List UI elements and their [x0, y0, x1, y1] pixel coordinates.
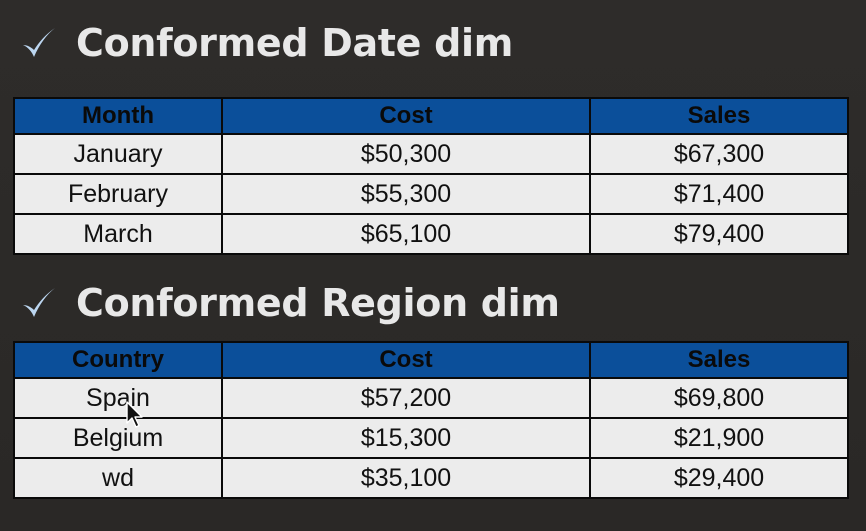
table-cell-cost: $15,300 [221, 417, 591, 459]
table-row: Belgium $15,300 $21,900 [13, 417, 849, 459]
table-cell-sales: $69,800 [589, 377, 849, 419]
table-cell-country: Spain [13, 377, 223, 419]
section-heading-date: Conformed Date dim [18, 18, 513, 68]
table-cell-sales: $71,400 [589, 173, 849, 215]
table-cell-sales: $67,300 [589, 133, 849, 175]
column-header-sales: Sales [589, 341, 849, 379]
table-cell-sales: $29,400 [589, 457, 849, 499]
column-header-cost: Cost [221, 97, 591, 135]
table-header-row: Month Cost Sales [13, 97, 849, 135]
table-row: Spain $57,200 $69,800 [13, 377, 849, 419]
table-row: January $50,300 $67,300 [13, 133, 849, 175]
column-header-month: Month [13, 97, 223, 135]
section-heading-region: Conformed Region dim [18, 278, 560, 328]
table-header-row: Country Cost Sales [13, 341, 849, 379]
table-cell-cost: $50,300 [221, 133, 591, 175]
checkmark-icon [18, 283, 60, 323]
mouse-cursor-icon [126, 401, 144, 429]
table-cell-cost: $55,300 [221, 173, 591, 215]
column-header-cost: Cost [221, 341, 591, 379]
table-cell-country: wd [13, 457, 223, 499]
table-cell-cost: $65,100 [221, 213, 591, 255]
table-row: March $65,100 $79,400 [13, 213, 849, 255]
section-title: Conformed Date dim [76, 21, 513, 65]
table-cell-month: February [13, 173, 223, 215]
table-cell-cost: $35,100 [221, 457, 591, 499]
table-cell-month: January [13, 133, 223, 175]
column-header-sales: Sales [589, 97, 849, 135]
table-cell-country: Belgium [13, 417, 223, 459]
table-row: wd $35,100 $29,400 [13, 457, 849, 499]
table-cell-month: March [13, 213, 223, 255]
table-cell-sales: $79,400 [589, 213, 849, 255]
column-header-country: Country [13, 341, 223, 379]
table-cell-sales: $21,900 [589, 417, 849, 459]
section-title: Conformed Region dim [76, 281, 560, 325]
checkmark-icon [18, 23, 60, 63]
table-cell-cost: $57,200 [221, 377, 591, 419]
table-row: February $55,300 $71,400 [13, 173, 849, 215]
region-dim-table: Country Cost Sales Spain $57,200 $69,800… [13, 341, 849, 499]
date-dim-table: Month Cost Sales January $50,300 $67,300… [13, 97, 849, 255]
